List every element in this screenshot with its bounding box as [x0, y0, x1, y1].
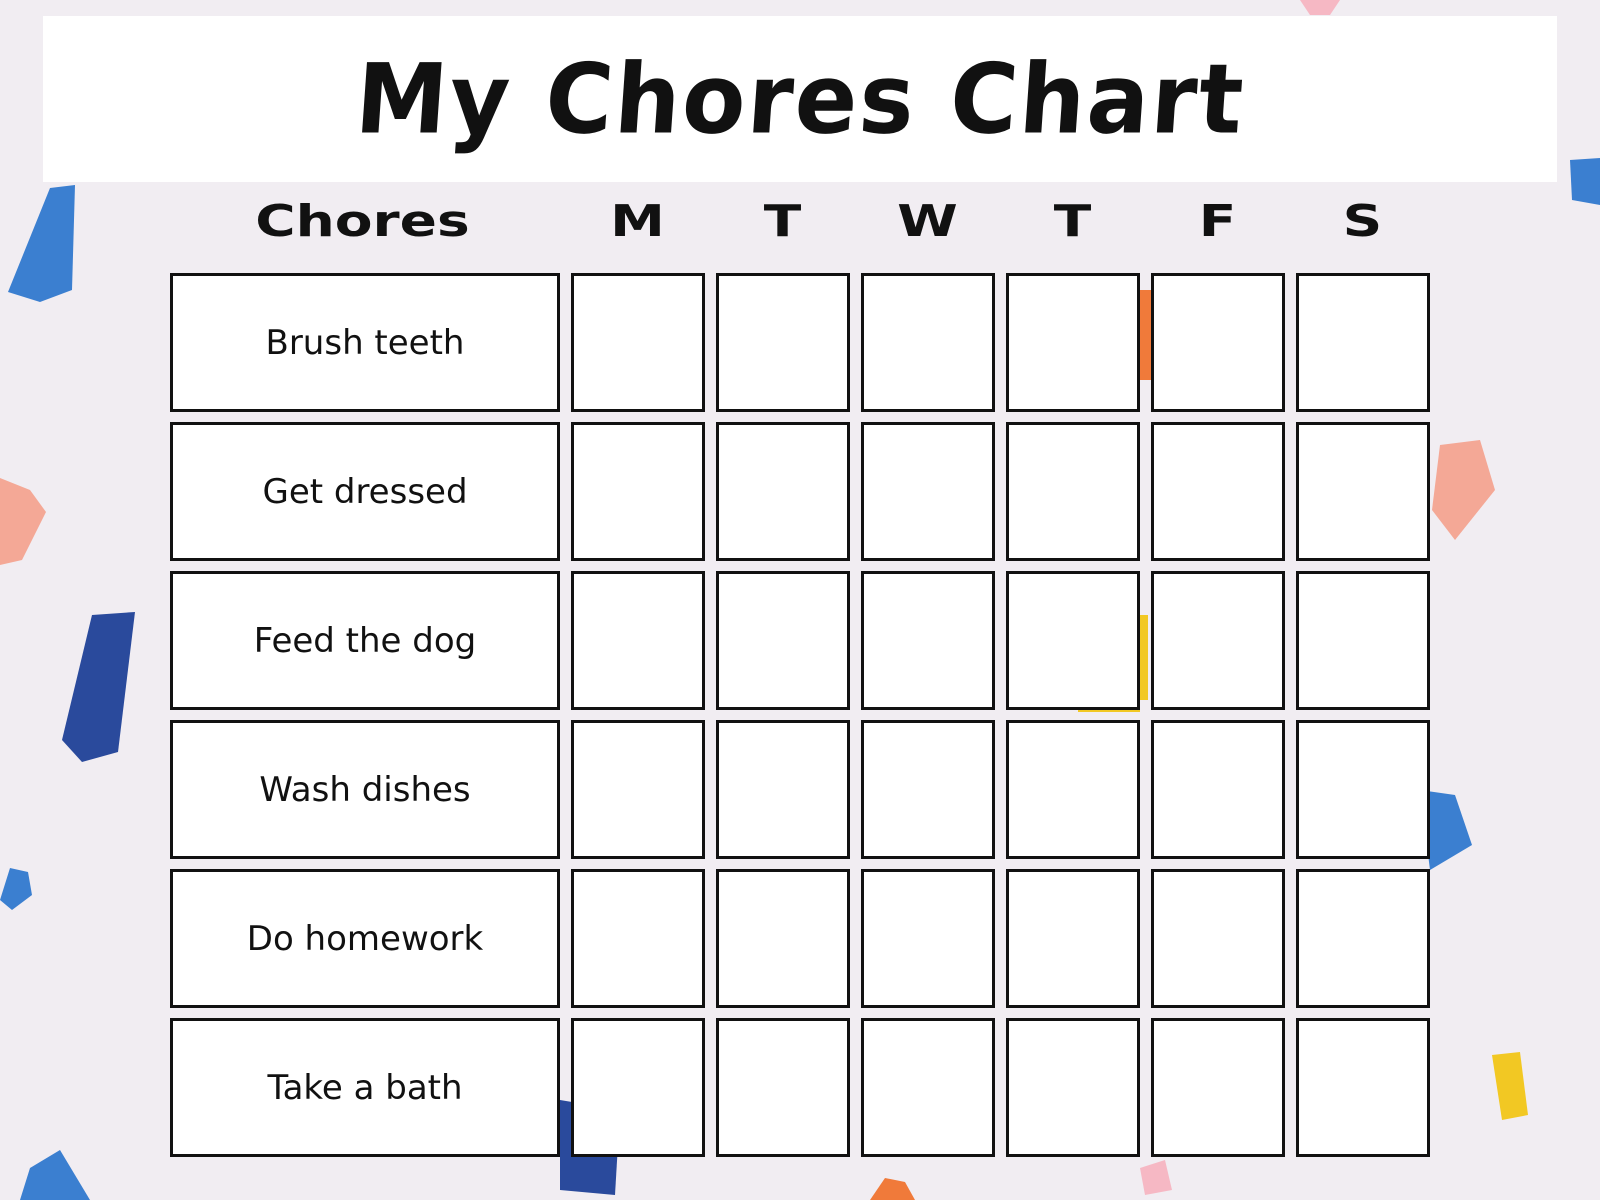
- checkbox-cell-tuesday[interactable]: [716, 571, 850, 710]
- checkbox-cell-friday[interactable]: [1151, 869, 1285, 1008]
- chore-label: Do homework: [170, 869, 560, 1008]
- chore-label: Brush teeth: [170, 273, 560, 412]
- confetti-shape: [870, 1178, 915, 1200]
- checkbox-cell-friday[interactable]: [1151, 571, 1285, 710]
- checkbox-cell-wednesday[interactable]: [861, 571, 995, 710]
- checkbox-cell-thursday[interactable]: [1006, 720, 1140, 859]
- day-header-tuesday: T: [763, 196, 802, 247]
- page-title: My Chores Chart: [351, 42, 1249, 156]
- checkbox-cell-tuesday[interactable]: [716, 1018, 850, 1157]
- confetti-shape: [1492, 1052, 1528, 1120]
- confetti-shape: [8, 185, 75, 302]
- confetti-shape: [62, 612, 135, 762]
- confetti-shape: [1432, 440, 1495, 540]
- chore-label: Feed the dog: [170, 571, 560, 710]
- day-header-friday: F: [1198, 196, 1237, 247]
- checkbox-cell-thursday[interactable]: [1006, 1018, 1140, 1157]
- checkbox-cell-saturday[interactable]: [1296, 273, 1430, 412]
- confetti-shape: [1300, 0, 1340, 15]
- confetti-shape: [0, 478, 46, 565]
- checkbox-cell-wednesday[interactable]: [861, 422, 995, 561]
- checkbox-cell-thursday[interactable]: [1006, 422, 1140, 561]
- checkbox-cell-thursday[interactable]: [1006, 273, 1140, 412]
- checkbox-cell-friday[interactable]: [1151, 273, 1285, 412]
- day-header-thursday: T: [1053, 196, 1092, 247]
- checkbox-cell-friday[interactable]: [1151, 422, 1285, 561]
- confetti-shape: [1140, 1160, 1172, 1195]
- checkbox-cell-tuesday[interactable]: [716, 422, 850, 561]
- chore-label: Wash dishes: [170, 720, 560, 859]
- checkbox-cell-friday[interactable]: [1151, 720, 1285, 859]
- confetti-shape: [20, 1150, 90, 1200]
- checkbox-cell-monday[interactable]: [571, 571, 705, 710]
- confetti-shape: [1420, 790, 1472, 870]
- checkbox-cell-tuesday[interactable]: [716, 869, 850, 1008]
- checkbox-cell-thursday[interactable]: [1006, 869, 1140, 1008]
- checkbox-cell-wednesday[interactable]: [861, 720, 995, 859]
- checkbox-cell-monday[interactable]: [571, 273, 705, 412]
- checkbox-cell-saturday[interactable]: [1296, 869, 1430, 1008]
- checkbox-cell-saturday[interactable]: [1296, 571, 1430, 710]
- title-banner: My Chores Chart: [43, 16, 1557, 182]
- checkbox-cell-monday[interactable]: [571, 869, 705, 1008]
- checkbox-cell-saturday[interactable]: [1296, 422, 1430, 561]
- day-header-monday: M: [610, 196, 665, 247]
- checkbox-cell-wednesday[interactable]: [861, 273, 995, 412]
- checkbox-cell-friday[interactable]: [1151, 1018, 1285, 1157]
- checkbox-cell-wednesday[interactable]: [861, 869, 995, 1008]
- checkbox-cell-monday[interactable]: [571, 1018, 705, 1157]
- chore-label: Get dressed: [170, 422, 560, 561]
- day-header-saturday: S: [1342, 196, 1383, 247]
- checkbox-cell-saturday[interactable]: [1296, 720, 1430, 859]
- day-header-wednesday: W: [897, 196, 958, 247]
- checkbox-cell-tuesday[interactable]: [716, 720, 850, 859]
- confetti-shape: [0, 868, 32, 910]
- confetti-shape: [1140, 290, 1152, 380]
- chore-label: Take a bath: [170, 1018, 560, 1157]
- chores-column-header: Chores: [255, 196, 470, 247]
- checkbox-cell-monday[interactable]: [571, 720, 705, 859]
- checkbox-cell-wednesday[interactable]: [861, 1018, 995, 1157]
- checkbox-cell-saturday[interactable]: [1296, 1018, 1430, 1157]
- checkbox-cell-thursday[interactable]: [1006, 571, 1140, 710]
- checkbox-cell-tuesday[interactable]: [716, 273, 850, 412]
- checkbox-cell-monday[interactable]: [571, 422, 705, 561]
- confetti-shape: [1570, 158, 1600, 205]
